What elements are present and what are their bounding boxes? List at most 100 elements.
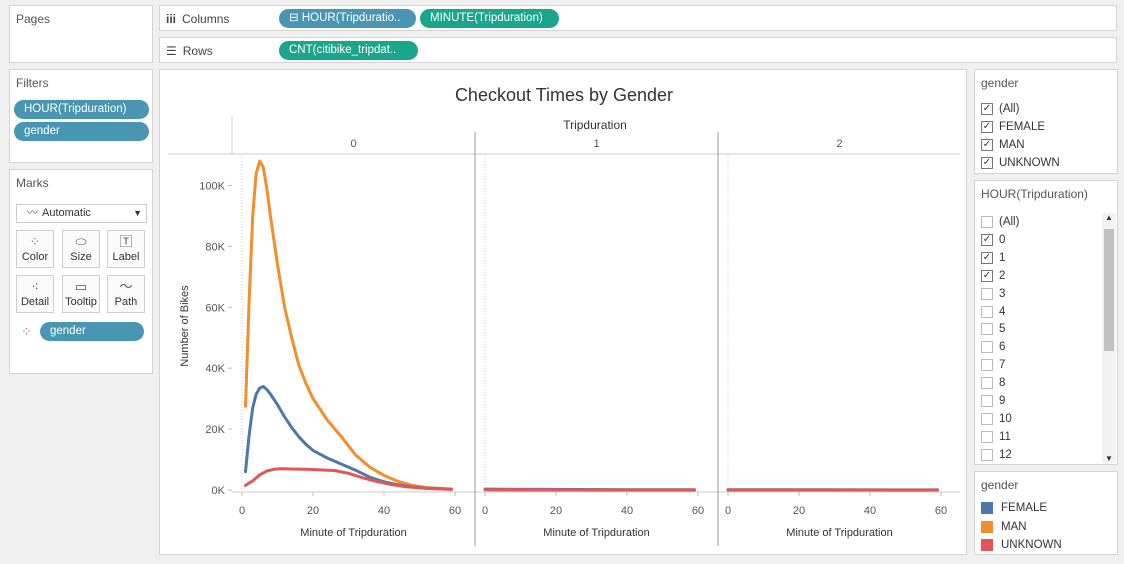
checkbox-unchecked-icon[interactable]	[981, 341, 993, 354]
mark-type-select[interactable]: 〰 Automatic ▼	[16, 204, 147, 223]
hour-filter-scrollbar[interactable]: ▲ ▼	[1102, 213, 1116, 463]
x-axis-label: Minute of Tripduration	[300, 527, 406, 539]
scrollbar-thumb[interactable]	[1104, 229, 1114, 351]
checkbox-checked-icon[interactable]: ✓	[981, 269, 993, 282]
filters-panel[interactable]: Filters HOUR(Tripduration) gender	[9, 69, 153, 163]
chart-panel: Checkout Times by Gender Tripduration Nu…	[159, 69, 967, 555]
checkbox-checked-icon[interactable]: ✓	[981, 103, 993, 115]
line-chart: Checkout Times by Gender Tripduration Nu…	[168, 85, 960, 546]
series-line-unknown[interactable]	[244, 467, 453, 491]
hour-filter-item[interactable]: (All)	[981, 213, 1019, 231]
gender-filter-item[interactable]: ✓ MAN	[981, 136, 1025, 154]
facet-header-label: 0	[350, 138, 356, 150]
checkbox-unchecked-icon[interactable]	[981, 305, 993, 318]
hour-filter-item[interactable]: 9	[981, 392, 1005, 410]
checkbox-unchecked-icon[interactable]	[981, 412, 993, 425]
rows-icon: ☰	[166, 44, 177, 58]
facet-header-label: 1	[593, 138, 599, 150]
gender-filter-item[interactable]: ✓ FEMALE	[981, 118, 1045, 136]
hour-filter-item[interactable]: 8	[981, 374, 1005, 392]
legend-label: FEMALE	[1001, 502, 1048, 514]
x-tick-label: 40	[621, 505, 633, 517]
hour-filter-item[interactable]: ✓ 0	[981, 231, 1005, 249]
pages-title: Pages	[16, 12, 51, 26]
marks-detail-button[interactable]: ⁖ Detail	[16, 275, 54, 313]
hour-filter-item[interactable]: 11	[981, 428, 1011, 446]
checkbox-unchecked-icon[interactable]	[981, 216, 993, 228]
x-tick-label: 20	[550, 505, 562, 517]
hour-filter-item-label: 9	[999, 395, 1006, 407]
legend-item[interactable]: FEMALE	[981, 499, 1047, 517]
gender-filter-item-label: FEMALE	[999, 120, 1046, 133]
x-tick-label: 20	[307, 505, 319, 517]
rows-pill-count[interactable]: CNT(citibike_tripdat..	[279, 41, 418, 60]
hour-filter-item[interactable]: 12	[981, 446, 1012, 464]
filter-pill-hour[interactable]: HOUR(Tripduration)	[14, 100, 149, 119]
hour-filter-item[interactable]: ✓ 1	[981, 249, 1005, 267]
checkbox-checked-icon[interactable]: ✓	[981, 120, 993, 133]
columns-icon: iii	[166, 12, 177, 26]
columns-pill-minute[interactable]: MINUTE(Tripduration)	[420, 9, 559, 28]
checkbox-unchecked-icon[interactable]	[981, 448, 993, 461]
marks-path-button[interactable]: 〜 Path	[107, 275, 145, 313]
columns-shelf[interactable]: iii Columns ⊟ HOUR(Tripduratio.. MINUTE(T…	[159, 5, 1117, 31]
legend-item[interactable]: MAN	[981, 518, 1027, 536]
legend-swatch	[981, 520, 993, 533]
y-tick-label: 80K	[205, 241, 225, 253]
legend-item[interactable]: UNKNOWN	[981, 536, 1062, 554]
checkbox-unchecked-icon[interactable]	[981, 430, 993, 443]
x-tick-label: 0	[239, 505, 245, 517]
marks-panel: Marks 〰 Automatic ▼ ⁘ Color ⬭ Size 🅃 Label ⁖…	[9, 169, 153, 374]
hour-filter-item-label: 0	[999, 233, 1006, 246]
checkbox-unchecked-icon[interactable]	[981, 359, 993, 372]
marks-size-button[interactable]: ⬭ Size	[62, 230, 100, 268]
legend-swatch	[981, 502, 993, 514]
scroll-down-icon[interactable]: ▼	[1105, 454, 1113, 463]
checkbox-unchecked-icon[interactable]	[981, 395, 993, 407]
rows-shelf[interactable]: ☰ Rows CNT(citibike_tripdat..	[159, 37, 1117, 63]
hour-filter-item-label: 4	[999, 305, 1006, 318]
series-line-man[interactable]	[244, 159, 453, 491]
y-tick-label: 20K	[205, 424, 225, 436]
x-axis-label: Minute of Tripduration	[786, 527, 892, 539]
gender-filter-item[interactable]: ✓ UNKNOWN	[981, 154, 1060, 172]
checkbox-unchecked-icon[interactable]	[981, 377, 993, 390]
x-tick-label: 0	[725, 505, 731, 517]
pages-panel[interactable]: Pages	[9, 5, 153, 63]
marks-label-button[interactable]: 🅃 Label	[107, 230, 145, 268]
hour-filter-item[interactable]: 6	[981, 338, 1005, 356]
hour-filter-item[interactable]: 3	[981, 285, 1005, 303]
label-icon: 🅃	[119, 234, 133, 249]
hour-filter-item[interactable]: 5	[981, 320, 1005, 338]
gender-filter-item[interactable]: ✓ (All)	[981, 100, 1019, 118]
filter-pill-gender[interactable]: gender	[14, 122, 149, 141]
chevron-down-icon: ▼	[133, 208, 142, 218]
checkbox-checked-icon[interactable]: ✓	[981, 251, 993, 264]
columns-label: iii Columns	[166, 12, 230, 26]
hour-filter-item-label: 12	[999, 448, 1012, 461]
checkbox-unchecked-icon[interactable]	[981, 323, 993, 336]
hour-filter-panel: HOUR(Tripduration) (All) ✓ 0 ✓ 1 ✓ 2 3 4 5 6 7 8 9 10 1…	[974, 180, 1118, 465]
hour-filter-item-label: 10	[999, 412, 1012, 425]
x-tick-label: 0	[482, 505, 488, 517]
columns-pill-hour[interactable]: ⊟ HOUR(Tripduratio..	[279, 9, 416, 28]
hour-filter-item[interactable]: ✓ 2	[981, 267, 1005, 285]
marks-title: Marks	[16, 176, 49, 190]
scroll-up-icon[interactable]: ▲	[1105, 213, 1113, 222]
hour-filter-item[interactable]: 7	[981, 356, 1005, 374]
marks-color-button[interactable]: ⁘ Color	[16, 230, 54, 268]
marks-color-pill-gender[interactable]: gender	[40, 322, 144, 341]
checkbox-checked-icon[interactable]: ✓	[981, 156, 993, 169]
color-encoding-icon: ⁘	[21, 324, 32, 339]
hour-filter-item[interactable]: 4	[981, 303, 1005, 321]
gender-filter-item-label: MAN	[999, 138, 1025, 151]
checkbox-checked-icon[interactable]: ✓	[981, 138, 993, 151]
gender-filter-title: gender	[981, 76, 1019, 90]
hour-filter-item[interactable]: 10	[981, 410, 1012, 428]
checkbox-checked-icon[interactable]: ✓	[981, 233, 993, 246]
hour-filter-item-label: 1	[999, 251, 1006, 264]
hour-filter-item-label: (All)	[999, 216, 1020, 228]
marks-tooltip-button[interactable]: ▭ Tooltip	[62, 275, 100, 313]
hour-filter-item-label: 6	[999, 341, 1006, 354]
checkbox-unchecked-icon[interactable]	[981, 287, 993, 300]
